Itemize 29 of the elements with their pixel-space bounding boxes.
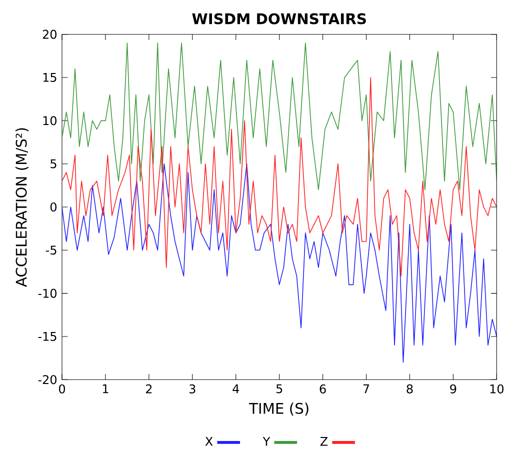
x-tick-label: 0: [58, 384, 66, 394]
y-tick-label: 5: [50, 159, 56, 168]
y-tick-label: -5: [46, 246, 56, 255]
line-series: [62, 42, 497, 190]
y-axis-title: ACCELERATION (M/S²): [15, 128, 29, 287]
y-tick-label: 0: [50, 202, 56, 212]
x-tick-label: 6: [320, 384, 326, 394]
legend-label: Y: [262, 437, 270, 446]
y-tick-label: 10: [43, 116, 56, 126]
x-tick-label: 9: [450, 384, 456, 394]
x-tick-label: 7: [363, 384, 370, 394]
line-series: [62, 163, 497, 363]
y-tick-label: 20: [42, 30, 56, 39]
y-tick-label: 15: [43, 73, 56, 82]
x-tick-label: 8: [406, 384, 413, 394]
x-tick-label: 4: [232, 384, 240, 394]
chart-title: WISDM DOWNSTAIRS: [192, 13, 366, 24]
y-tick-label: -10: [38, 288, 56, 298]
y-tick-label: -20: [38, 375, 56, 384]
legend-label: Z: [320, 437, 328, 446]
legend-label: X: [205, 437, 213, 446]
x-axis-title: TIME (S): [248, 402, 308, 416]
x-tick-label: 5: [276, 384, 282, 394]
line-series: [62, 77, 497, 276]
y-tick-label: -15: [38, 332, 56, 341]
x-tick-label: 2: [146, 384, 152, 394]
x-tick-label: 1: [102, 384, 108, 394]
x-tick-label: 3: [190, 384, 196, 394]
x-tick-label: 10: [490, 384, 504, 394]
